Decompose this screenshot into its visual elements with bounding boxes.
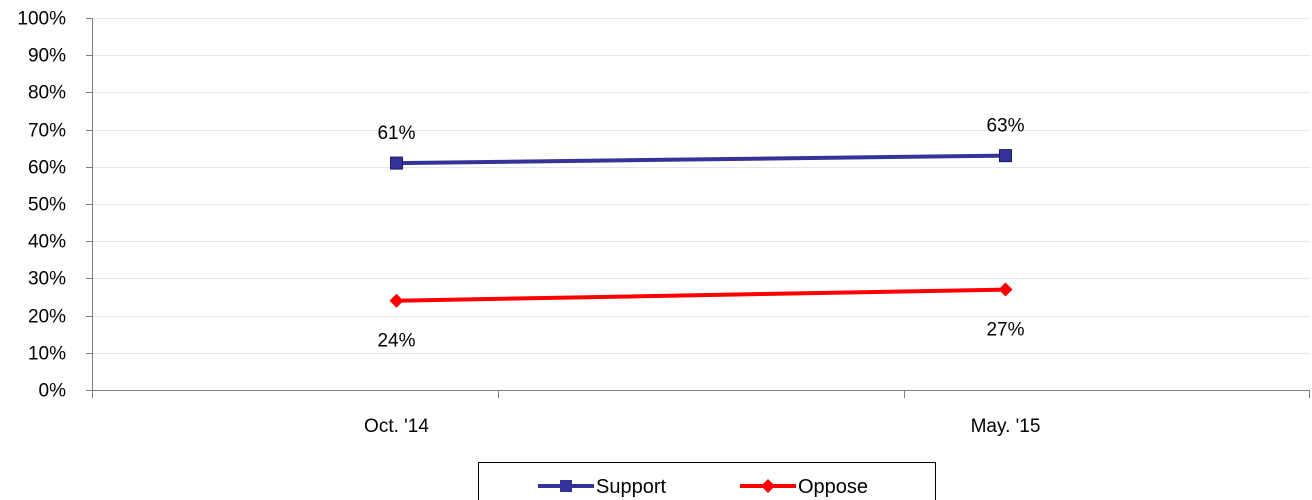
series-line-support	[396, 153, 1006, 166]
data-label-support: 61%	[377, 123, 415, 144]
legend-marker-support	[560, 480, 572, 492]
data-label-oppose: 24%	[377, 331, 415, 352]
data-label-support: 63%	[986, 116, 1024, 137]
gridlines	[92, 18, 1310, 354]
y-tick-label: 90%	[28, 46, 66, 67]
y-tick-label: 20%	[28, 307, 66, 328]
series-group	[389, 149, 1013, 308]
y-tick-label: 70%	[28, 121, 66, 142]
y-tick-label: 50%	[28, 195, 66, 216]
y-tick-label: 60%	[28, 158, 66, 179]
legend: Support Oppose	[478, 462, 936, 500]
marker-support	[999, 149, 1012, 163]
marker-oppose	[389, 293, 404, 308]
legend-label-oppose: Oppose	[798, 476, 868, 498]
series-line-oppose	[396, 287, 1006, 303]
x-tick-label: Oct. '14	[364, 416, 429, 437]
axes	[92, 18, 1310, 391]
legend-label-support: Support	[596, 476, 666, 498]
y-tick-label: 80%	[28, 83, 66, 104]
marker-support	[390, 156, 403, 170]
x-axis-ticks: Oct. '14 May. '15	[92, 390, 1310, 437]
y-tick-label: 0%	[39, 381, 67, 402]
marker-oppose	[998, 282, 1013, 297]
y-tick-label: 100%	[17, 9, 66, 30]
y-axis-ticks: 0% 10% 20% 30% 40% 50% 60% 70% 80% 90% 100%	[17, 9, 92, 402]
y-tick-label: 40%	[28, 232, 66, 253]
data-labels: 61% 63% 24% 27%	[377, 116, 1024, 352]
x-tick-label: May. '15	[971, 416, 1041, 437]
legend-marker-oppose	[761, 479, 775, 493]
y-tick-label: 10%	[28, 344, 66, 365]
legend-box	[478, 462, 936, 500]
data-label-oppose: 27%	[986, 320, 1024, 341]
y-tick-label: 30%	[28, 269, 66, 290]
